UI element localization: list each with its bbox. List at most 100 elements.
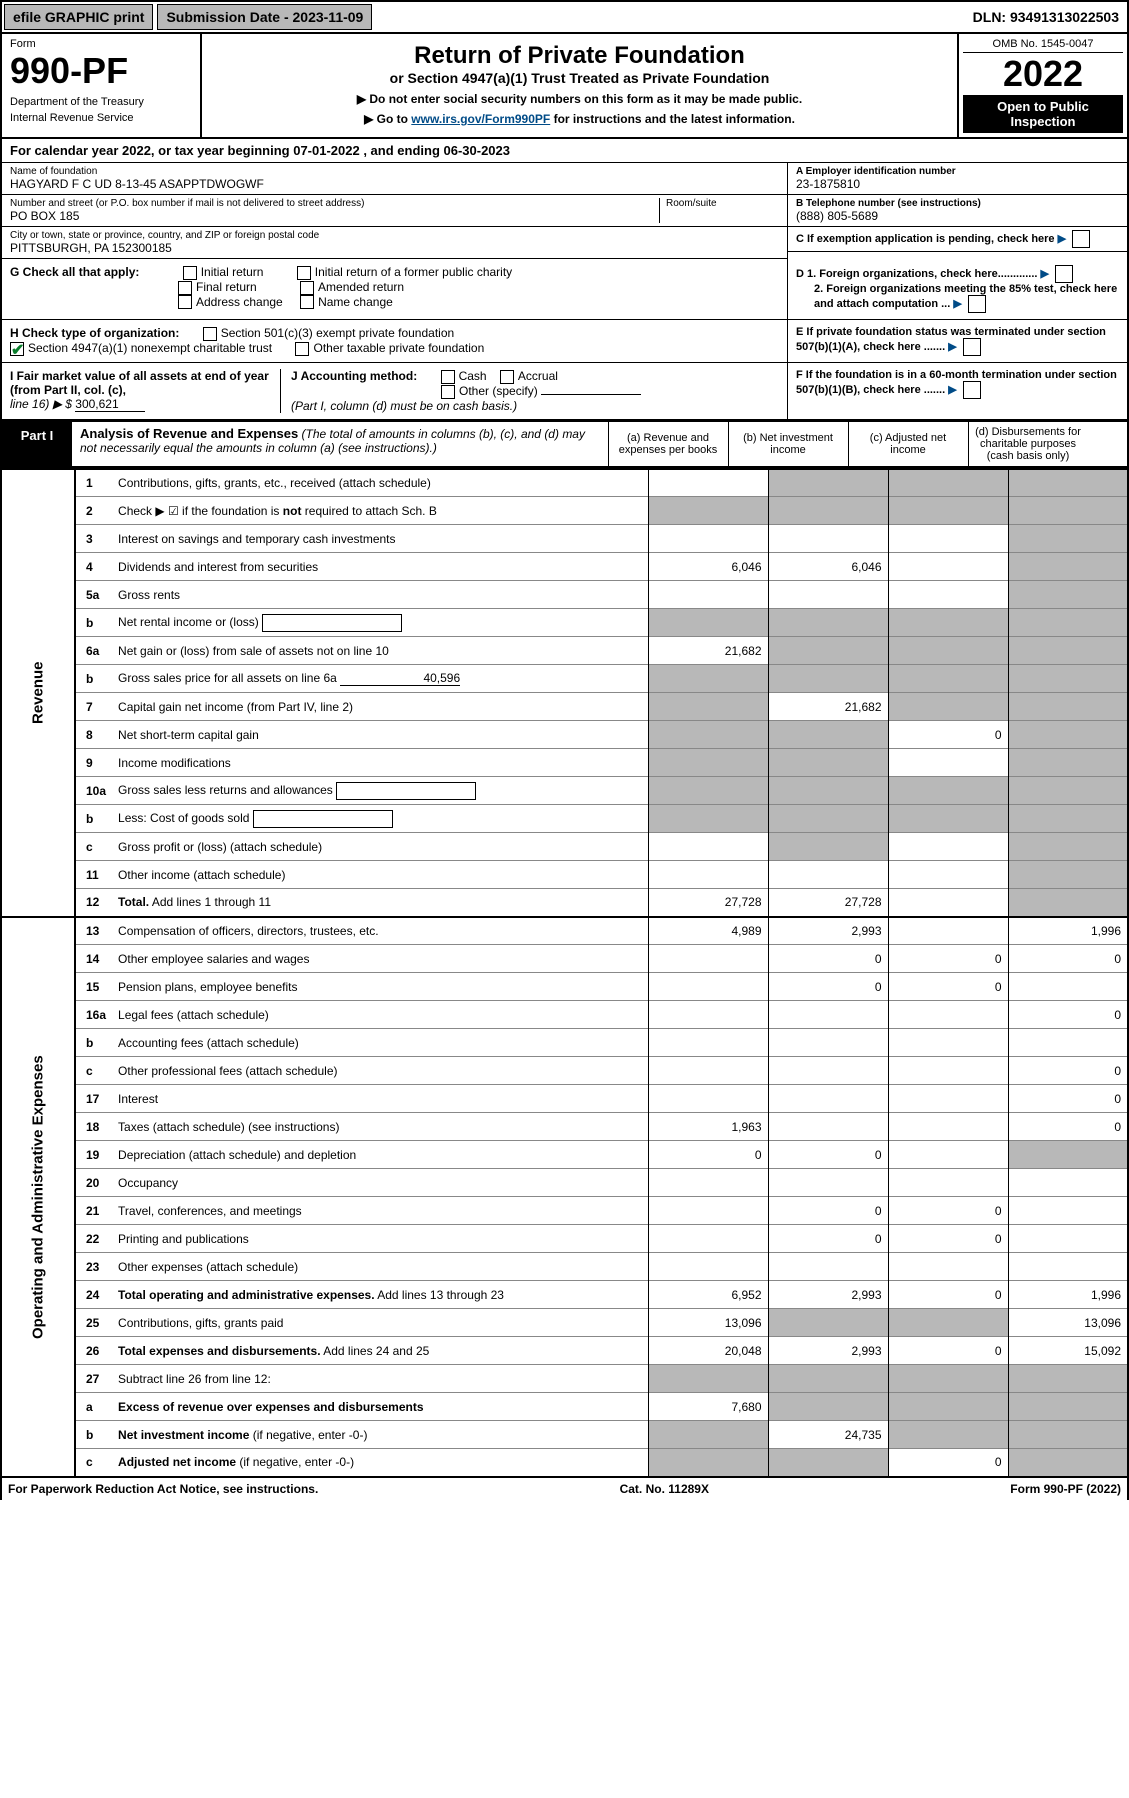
amount-cell: [1008, 609, 1128, 637]
j-accrual-checkbox[interactable]: [500, 370, 514, 384]
g-opt-name: Name change: [318, 295, 393, 309]
j-cash-checkbox[interactable]: [441, 370, 455, 384]
amount-cell: [1008, 1393, 1128, 1421]
column-headers: (a) Revenue and expenses per books (b) N…: [608, 422, 1128, 466]
amount-cell: [648, 805, 768, 833]
info-left: Name of foundation HAGYARD F C UD 8-13-4…: [2, 163, 787, 259]
line-number: 6a: [75, 637, 112, 665]
g-initial-former-checkbox[interactable]: [297, 266, 311, 280]
line-description: Legal fees (attach schedule): [112, 1001, 648, 1029]
amount-cell: [1008, 805, 1128, 833]
amount-cell: 0: [1008, 1085, 1128, 1113]
amount-cell: [768, 497, 888, 525]
dln-label: DLN:: [973, 9, 1010, 25]
line-description: Less: Cost of goods sold: [112, 805, 648, 833]
line-number: 9: [75, 749, 112, 777]
amount-cell: [1008, 1169, 1128, 1197]
g-opt-former: Initial return of a former public charit…: [315, 265, 512, 279]
g-address-change-checkbox[interactable]: [178, 295, 192, 309]
amount-cell: [648, 1085, 768, 1113]
footer-paperwork: For Paperwork Reduction Act Notice, see …: [8, 1482, 318, 1496]
amount-cell: [888, 1057, 1008, 1085]
g-amended-checkbox[interactable]: [300, 281, 314, 295]
amount-cell: [888, 1393, 1008, 1421]
line-description: Depreciation (attach schedule) and deple…: [112, 1141, 648, 1169]
d1-label: D 1. Foreign organizations, check here..…: [796, 268, 1037, 280]
i-line: line 16) ▶ $: [10, 397, 72, 411]
amount-cell: [768, 749, 888, 777]
amount-cell: 20,048: [648, 1337, 768, 1365]
amount-cell: [648, 945, 768, 973]
efile-print-button[interactable]: efile GRAPHIC print: [4, 4, 153, 30]
col-a-header: (a) Revenue and expenses per books: [608, 422, 728, 466]
e-checkbox[interactable]: [963, 338, 981, 356]
g-name-change-checkbox[interactable]: [300, 295, 314, 309]
form-label: Form: [10, 38, 192, 50]
ij-left: I Fair market value of all assets at end…: [2, 363, 787, 419]
f-checkbox[interactable]: [963, 381, 981, 399]
g-initial-return-checkbox[interactable]: [183, 266, 197, 280]
info-right: A Employer identification number 23-1875…: [787, 163, 1127, 259]
header-center: Return of Private Foundation or Section …: [202, 34, 957, 137]
g-final-return-checkbox[interactable]: [178, 281, 192, 295]
phone-label: B Telephone number (see instructions): [796, 198, 1119, 209]
amount-cell: 0: [1008, 1057, 1128, 1085]
amount-cell: [768, 833, 888, 861]
amount-cell: [888, 833, 1008, 861]
amount-cell: 1,963: [648, 1113, 768, 1141]
side-label: Revenue: [1, 469, 75, 917]
address-cell: Number and street (or P.O. box number if…: [2, 195, 787, 227]
footer-catno: Cat. No. 11289X: [620, 1482, 709, 1496]
amount-cell: [1008, 469, 1128, 497]
irs-link[interactable]: www.irs.gov/Form990PF: [411, 112, 550, 126]
instr-goto: ▶ Go to www.irs.gov/Form990PF for instru…: [210, 112, 949, 126]
line-description: Subtract line 26 from line 12:: [112, 1365, 648, 1393]
amount-cell: [768, 581, 888, 609]
line-number: 21: [75, 1197, 112, 1225]
foundation-name-cell: Name of foundation HAGYARD F C UD 8-13-4…: [2, 163, 787, 195]
line-description: Pension plans, employee benefits: [112, 973, 648, 1001]
amount-cell: [1008, 833, 1128, 861]
g-label: G Check all that apply:: [10, 265, 139, 279]
ein-value: 23-1875810: [796, 177, 1119, 191]
footer-row: For Paperwork Reduction Act Notice, see …: [0, 1478, 1129, 1500]
amount-cell: [888, 749, 1008, 777]
line-description: Other expenses (attach schedule): [112, 1253, 648, 1281]
h-501c3-checkbox[interactable]: [203, 327, 217, 341]
phone-value: (888) 805-5689: [796, 209, 1119, 223]
amount-cell: [1008, 693, 1128, 721]
line-number: 7: [75, 693, 112, 721]
part1-header: Part I Analysis of Revenue and Expenses …: [0, 421, 1129, 468]
j-other-checkbox[interactable]: [441, 385, 455, 399]
line-number: 10a: [75, 777, 112, 805]
amount-cell: [888, 497, 1008, 525]
amount-cell: [1008, 637, 1128, 665]
c-checkbox[interactable]: [1072, 230, 1090, 248]
part1-label: Part I: [2, 422, 72, 466]
submission-label: Submission Date -: [166, 9, 292, 25]
amount-cell: [888, 1085, 1008, 1113]
amount-cell: 21,682: [648, 637, 768, 665]
amount-cell: [1008, 1225, 1128, 1253]
dln-box: DLN: 93491313022503: [965, 5, 1127, 29]
d1-checkbox[interactable]: [1055, 265, 1073, 283]
line-description: Contributions, gifts, grants, etc., rece…: [112, 469, 648, 497]
amount-cell: [768, 1449, 888, 1477]
h-other-taxable-checkbox[interactable]: [295, 342, 309, 356]
instr-goto-post: for instructions and the latest informat…: [550, 112, 795, 126]
d2-checkbox[interactable]: [968, 295, 986, 313]
line-number: c: [75, 833, 112, 861]
line-description: Net gain or (loss) from sale of assets n…: [112, 637, 648, 665]
amount-cell: 2,993: [768, 917, 888, 945]
line-number: 13: [75, 917, 112, 945]
amount-cell: [888, 861, 1008, 889]
amount-cell: 27,728: [648, 889, 768, 917]
line-number: 20: [75, 1169, 112, 1197]
line-number: 12: [75, 889, 112, 917]
amount-cell: [1008, 721, 1128, 749]
amount-cell: 0: [888, 1225, 1008, 1253]
g-opt-amended: Amended return: [318, 280, 404, 294]
amount-cell: [1008, 973, 1128, 1001]
h-4947-checkbox[interactable]: [10, 342, 24, 356]
amount-cell: 27,728: [768, 889, 888, 917]
